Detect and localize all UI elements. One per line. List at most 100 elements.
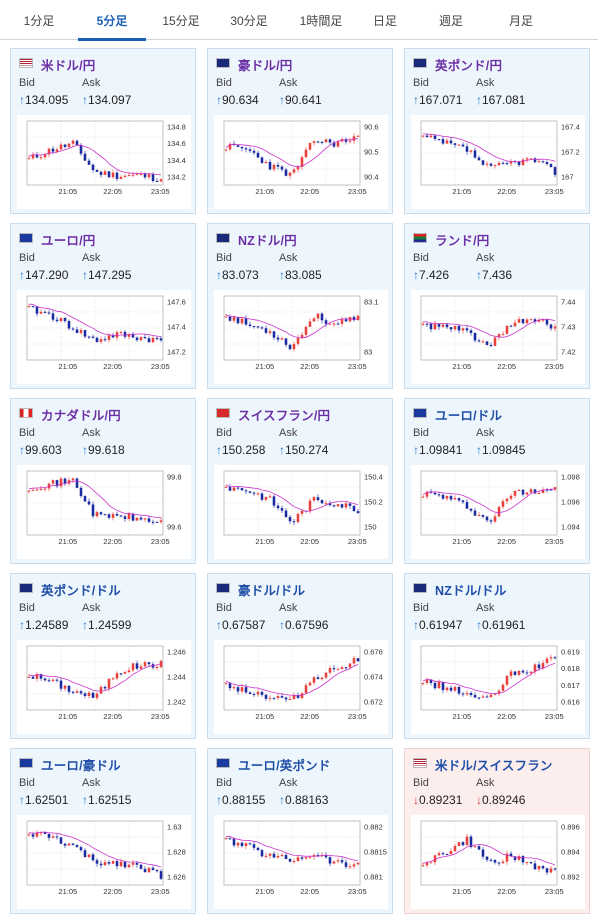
rate-card[interactable]: 英ポンド/ドル Bid Ask ↑1.24589 ↑1.24599 1.246 1.244 1… xyxy=(10,573,196,739)
x-tick-label: 22:05 xyxy=(497,537,516,546)
candle-body xyxy=(236,687,240,692)
rate-card[interactable]: 豪ドル/ドル Bid Ask ↑0.67587 ↑0.67596 0.676 0.674 0.… xyxy=(207,573,393,739)
candle-body xyxy=(457,144,461,146)
tab-0[interactable]: 1分足 xyxy=(23,14,55,28)
chart-container[interactable]: 7.44 7.43 7.42 21:05 22:05 23:05 xyxy=(411,290,585,384)
currency-pair-link[interactable]: 米ドル/スイスフラン xyxy=(435,759,553,773)
rate-card[interactable]: ユーロ/英ポンド Bid Ask ↑0.88155 ↑0.88163 0.882 0.881… xyxy=(207,748,393,914)
chart-container[interactable]: 99.8 99.6 21:05 22:05 23:05 xyxy=(17,465,191,559)
rate-card[interactable]: スイスフラン/円 Bid Ask ↑150.258 ↑150.274 150.4 150.2… xyxy=(207,398,393,564)
candle-body xyxy=(441,324,445,327)
tab-7[interactable]: 月足 xyxy=(508,14,533,28)
rate-card[interactable]: NZドル/円 Bid Ask ↑83.073 ↑83.085 83.1 83 21:05 22:… xyxy=(207,223,393,389)
moving-average-line xyxy=(28,480,162,518)
chart-container[interactable]: 0.896 0.894 0.892 21:05 22:05 23:05 xyxy=(411,815,585,909)
rate-card[interactable]: ユーロ/豪ドル Bid Ask ↑1.62501 ↑1.62515 1.63 1.628 1.… xyxy=(10,748,196,914)
currency-pair-link[interactable]: 豪ドル/ドル xyxy=(238,584,306,598)
candle-body xyxy=(441,853,445,855)
arrow-up-icon: ↑ xyxy=(476,93,482,107)
currency-pair-link[interactable]: ユーロ/ドル xyxy=(435,409,503,423)
chart-container[interactable]: 167.4 167.2 167 21:05 22:05 23:05 xyxy=(411,115,585,209)
candle-body xyxy=(135,663,139,669)
arrow-up-icon: ↑ xyxy=(82,268,88,282)
candle-body xyxy=(529,319,533,321)
ask-price: 1.09845 xyxy=(482,443,526,457)
candle-body xyxy=(328,668,332,673)
candle-body xyxy=(59,680,63,689)
chart-container[interactable]: 150.4 150.2 150 21:05 22:05 23:05 xyxy=(214,465,388,559)
candle-body xyxy=(111,335,115,338)
tab-3[interactable]: 30分足 xyxy=(230,14,268,28)
candle-body xyxy=(336,860,340,862)
candle-body xyxy=(497,690,501,694)
candle-body xyxy=(155,180,159,182)
currency-pair-link[interactable]: スイスフラン/円 xyxy=(238,409,331,423)
candle-body xyxy=(513,322,517,327)
candle-body xyxy=(139,666,143,669)
chart-container[interactable]: 0.676 0.674 0.672 21:05 22:05 23:05 xyxy=(214,640,388,734)
candle-body xyxy=(336,141,340,147)
currency-pair-link[interactable]: ランド/円 xyxy=(435,234,490,248)
price-chart: 1.246 1.244 1.242 21:05 22:05 23:05 xyxy=(17,640,191,734)
rate-card[interactable]: 英ポンド/円 Bid Ask ↑167.071 ↑167.081 167.4 167.2 16… xyxy=(404,48,590,214)
ask-label: Ask xyxy=(476,77,495,89)
chart-container[interactable]: 0.619 0.618 0.617 0.616 21:05 22:05 23:05 xyxy=(411,640,585,734)
currency-pair-link[interactable]: 米ドル/円 xyxy=(41,59,96,73)
x-tick-label: 21:05 xyxy=(58,887,77,896)
tab-6[interactable]: 週足 xyxy=(438,14,463,28)
chart-container[interactable]: 134.8 134.6 134.4 134.2 21:05 22:05 23:05 xyxy=(17,115,191,209)
rate-card[interactable]: 米ドル/スイスフラン Bid Ask ↓0.89231 ↓0.89246 0.896 0.8… xyxy=(404,748,590,914)
currency-pair-link[interactable]: 英ポンド/ドル xyxy=(41,584,121,598)
chart-container[interactable]: 1.246 1.244 1.242 21:05 22:05 23:05 xyxy=(17,640,191,734)
candle-body xyxy=(541,319,545,321)
candle-body xyxy=(143,662,147,667)
rate-card[interactable]: 米ドル/円 Bid Ask ↑134.095 ↑134.097 134.8 134.6 134… xyxy=(10,48,196,214)
chart-container[interactable]: 1.63 1.628 1.626 21:05 22:05 23:05 xyxy=(17,815,191,909)
bid-price: 0.88155 xyxy=(222,793,266,807)
currency-pair-link[interactable]: ユーロ/英ポンド xyxy=(238,759,331,773)
candle-body xyxy=(123,175,127,177)
candle-body xyxy=(244,687,248,693)
rate-card[interactable]: ランド/円 Bid Ask ↑7.426 ↑7.436 7.44 7.43 7.42 21:05… xyxy=(404,223,590,389)
currency-pair-link[interactable]: 豪ドル/円 xyxy=(238,59,293,73)
currency-pair-link[interactable]: カナダドル/円 xyxy=(41,409,121,423)
chart-container[interactable]: 147.6 147.4 147.2 21:05 22:05 23:05 xyxy=(17,290,191,384)
candle-body xyxy=(31,306,35,308)
tab-2[interactable]: 15分足 xyxy=(162,14,200,28)
currency-flag-icon xyxy=(413,58,427,68)
candle-body xyxy=(328,139,332,143)
candle-body xyxy=(99,171,103,175)
currency-pair-link[interactable]: ユーロ/円 xyxy=(41,234,96,248)
candle-body xyxy=(328,857,332,864)
candle-body xyxy=(352,316,356,321)
x-tick-label: 23:05 xyxy=(151,712,170,721)
tab-5[interactable]: 日足 xyxy=(372,14,397,28)
candle-body xyxy=(127,334,131,337)
rate-card[interactable]: カナダドル/円 Bid Ask ↑99.603 ↑99.618 99.8 99.6 21:05… xyxy=(10,398,196,564)
candle-body xyxy=(425,135,429,138)
tab-1[interactable]: 5分足 xyxy=(78,0,146,41)
rate-card[interactable]: ユーロ/円 Bid Ask ↑147.290 ↑147.295 147.6 147.4 147… xyxy=(10,223,196,389)
currency-pair-link[interactable]: NZドル/円 xyxy=(238,234,297,248)
chart-container[interactable]: 90.6 90.5 90.4 21:05 22:05 23:05 xyxy=(214,115,388,209)
candle-body xyxy=(332,861,336,864)
rate-card[interactable]: ユーロ/ドル Bid Ask ↑1.09841 ↑1.09845 1.098 1.096 1.… xyxy=(404,398,590,564)
chart-container[interactable]: 83.1 83 21:05 22:05 23:05 xyxy=(214,290,388,384)
currency-pair-link[interactable]: NZドル/ドル xyxy=(435,584,507,598)
x-tick-label: 22:05 xyxy=(103,362,122,371)
chart-container[interactable]: 0.882 0.8815 0.881 21:05 22:05 23:05 xyxy=(214,815,388,909)
candle-body xyxy=(421,135,425,137)
currency-pair-link[interactable]: ユーロ/豪ドル xyxy=(41,759,121,773)
price-chart: 0.676 0.674 0.672 21:05 22:05 23:05 xyxy=(214,640,388,734)
candle-body xyxy=(71,691,75,693)
currency-flag-icon xyxy=(216,758,230,768)
rate-card[interactable]: 豪ドル/円 Bid Ask ↑90.634 ↑90.641 90.6 90.5 90.4 21:… xyxy=(207,48,393,214)
x-tick-label: 21:05 xyxy=(255,537,274,546)
x-tick-label: 22:05 xyxy=(497,712,516,721)
rate-card[interactable]: NZドル/ドル Bid Ask ↑0.61947 ↑0.61961 0.619 0.618 0… xyxy=(404,573,590,739)
chart-container[interactable]: 1.098 1.096 1.094 21:05 22:05 23:05 xyxy=(411,465,585,559)
ask-value: ↑83.085 xyxy=(279,268,322,282)
tab-4[interactable]: 1時間足 xyxy=(299,14,343,28)
currency-pair-link[interactable]: 英ポンド/円 xyxy=(435,59,503,73)
bid-price: 90.634 xyxy=(222,93,259,107)
